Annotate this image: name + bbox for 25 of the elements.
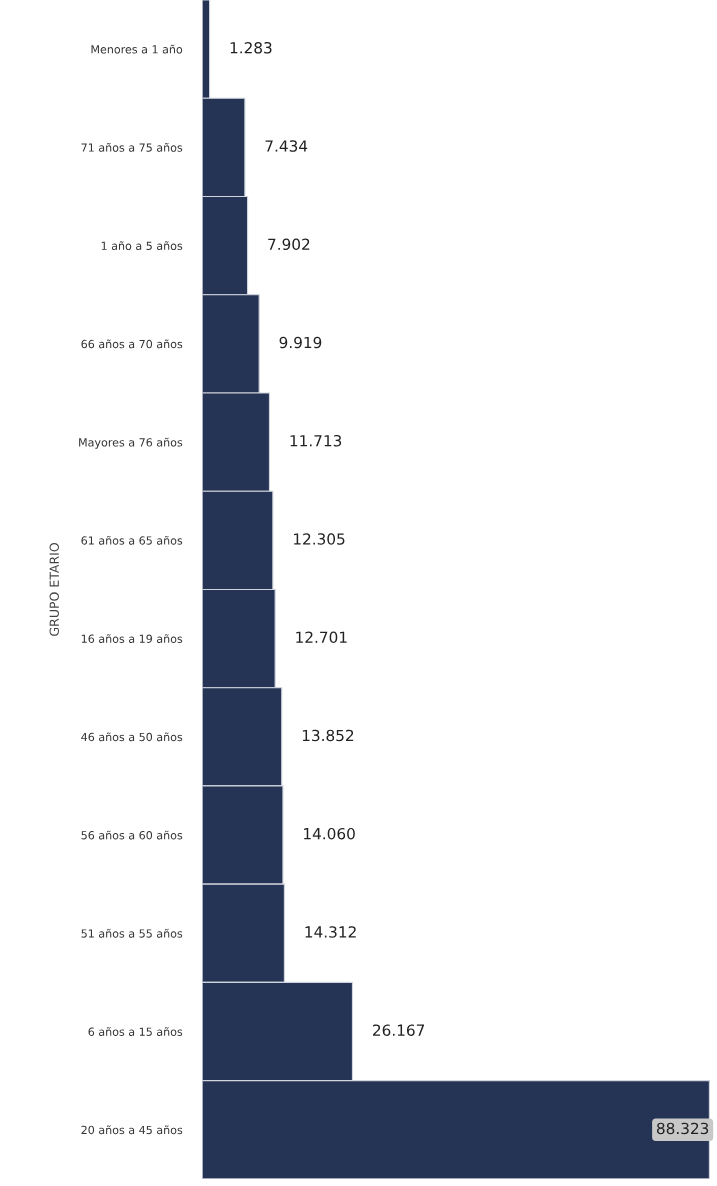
y-tick-label: 71 años a 75 años <box>81 142 183 152</box>
data-label: 26.167 <box>373 1024 425 1036</box>
data-label: 1.283 <box>230 42 272 54</box>
data-label: 13.852 <box>302 729 354 742</box>
y-tick-label: 66 años a 70 años <box>81 339 183 349</box>
y-tick-label: 61 años a 65 años <box>81 535 183 545</box>
y-tick-label: Menores a 1 año <box>91 44 183 54</box>
data-label: 12.305 <box>293 533 345 545</box>
y-axis-title: GRUPO ETARIO <box>49 543 59 636</box>
data-label: 9.919 <box>279 336 322 349</box>
y-tick-label: Mayores a 76 años <box>79 437 183 449</box>
y-tick-label: 51 años a 55 años <box>81 928 183 938</box>
y-tick-label: 56 años a 60 años <box>81 830 183 840</box>
y-tick-label: 20 años a 45 años <box>81 1125 183 1135</box>
data-label: 14.060 <box>304 827 355 840</box>
data-label: 7.902 <box>268 238 310 251</box>
y-tick-label: 46 años a 50 años <box>81 732 183 742</box>
y-tick-label: 6 años a 15 años <box>88 1027 183 1036</box>
data-label: 11.713 <box>290 434 342 447</box>
data-label: 7.434 <box>265 140 308 152</box>
data-label: 14.312 <box>305 926 356 938</box>
data-label: 88.323 <box>656 1122 709 1135</box>
data-label: 12.701 <box>296 631 347 643</box>
y-tick-label: 16 años a 19 años <box>81 634 183 643</box>
y-tick-label: 1 año a 5 años <box>101 241 183 250</box>
